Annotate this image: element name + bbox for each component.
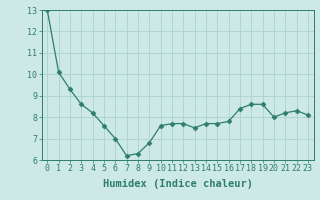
- X-axis label: Humidex (Indice chaleur): Humidex (Indice chaleur): [103, 179, 252, 189]
